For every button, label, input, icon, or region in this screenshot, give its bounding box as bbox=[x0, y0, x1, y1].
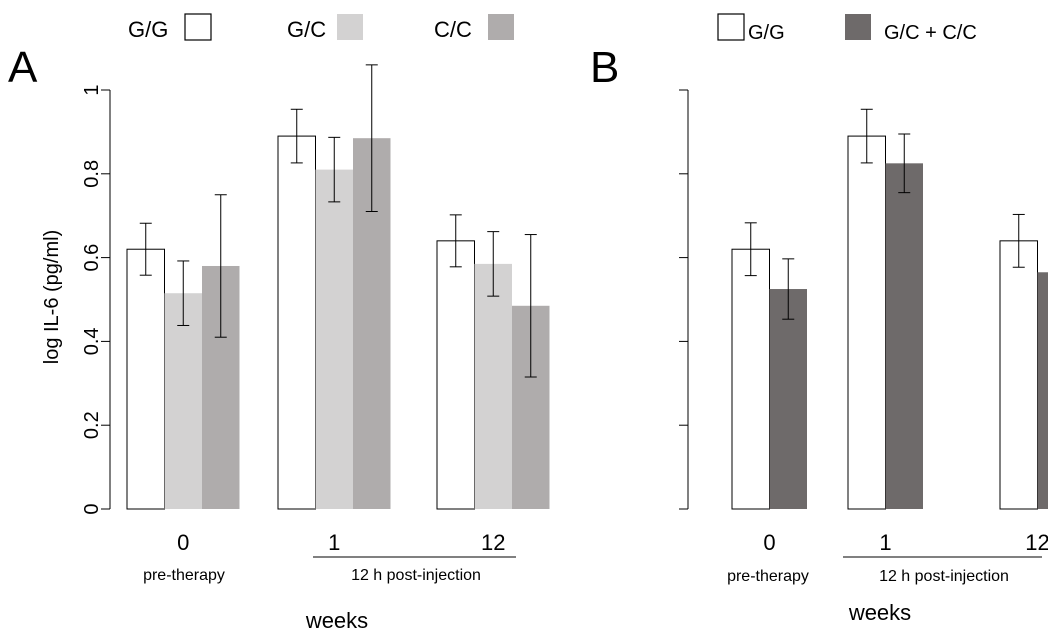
legend-label: G/G bbox=[128, 17, 168, 42]
legend-label: G/C bbox=[287, 17, 326, 42]
y-tick-label: 0.8 bbox=[81, 160, 103, 188]
panel-a-y-axis-label: log IL-6 (pg/ml) bbox=[41, 230, 63, 365]
panel-a-legend: G/G G/C C/C bbox=[128, 13, 514, 42]
legend-swatch bbox=[337, 14, 363, 40]
bar bbox=[436, 240, 475, 510]
legend-label: G/G bbox=[748, 22, 785, 44]
panel-a-label: A bbox=[8, 43, 38, 92]
legend-swatch bbox=[488, 14, 514, 40]
panel-b-x-axis-label: weeks bbox=[848, 600, 911, 625]
x-tick-label: 12 bbox=[1025, 530, 1048, 555]
y-tick-label: 0.2 bbox=[81, 411, 103, 439]
bar bbox=[1037, 272, 1048, 509]
legend-swatch bbox=[845, 14, 871, 40]
bar bbox=[885, 163, 923, 509]
x-tick-label: 1 bbox=[879, 530, 891, 555]
panel-a: A G/G G/C C/C 0 0.2 0.4 0.6 0.8 1 log IL-6 (pg/… bbox=[8, 13, 550, 630]
bar bbox=[769, 289, 807, 509]
y-tick-label: 0.4 bbox=[81, 327, 103, 355]
legend-label: G/C + C/C bbox=[884, 22, 977, 44]
x-tick-label: 0 bbox=[177, 530, 189, 555]
panel-b-bars: 0 1 12 bbox=[731, 108, 1048, 555]
panel-b-legend: G/G G/C + C/C bbox=[717, 13, 977, 44]
panel-a-axes: 0 0.2 0.4 0.6 0.8 1 bbox=[81, 84, 111, 515]
panel-b-sublabel-pre: pre-therapy bbox=[727, 568, 809, 585]
bar bbox=[731, 248, 770, 510]
panel-b-axes bbox=[679, 89, 689, 510]
panel-b-sublabel-post: 12 h post-injection bbox=[879, 568, 1009, 585]
panel-a-sublabel-post: 12 h post-injection bbox=[351, 567, 481, 584]
bar bbox=[999, 240, 1038, 510]
bar bbox=[126, 248, 165, 510]
y-tick-label: 1 bbox=[81, 84, 103, 95]
panel-a-sublabel-pre: pre-therapy bbox=[143, 567, 225, 584]
legend-label: C/C bbox=[434, 17, 472, 42]
panel-a-x-axis-label: weeks bbox=[305, 608, 368, 630]
legend-swatch bbox=[717, 13, 745, 41]
panel-b: B G/G G/C + C/C 0 1 12 pre-therapy 12 h pos… bbox=[590, 13, 1048, 625]
y-tick-label: 0 bbox=[81, 503, 103, 514]
y-tick-label: 0.6 bbox=[81, 244, 103, 272]
bar bbox=[164, 293, 202, 509]
panel-a-bars: 0 1 12 bbox=[126, 64, 550, 555]
bar bbox=[315, 169, 353, 510]
panel-b-label: B bbox=[590, 43, 619, 92]
bar bbox=[847, 135, 886, 510]
bar bbox=[474, 263, 512, 509]
x-tick-label: 12 bbox=[481, 530, 505, 555]
x-tick-label: 0 bbox=[763, 530, 775, 555]
legend-swatch bbox=[184, 13, 212, 41]
x-tick-label: 1 bbox=[328, 530, 340, 555]
bar bbox=[277, 135, 316, 510]
